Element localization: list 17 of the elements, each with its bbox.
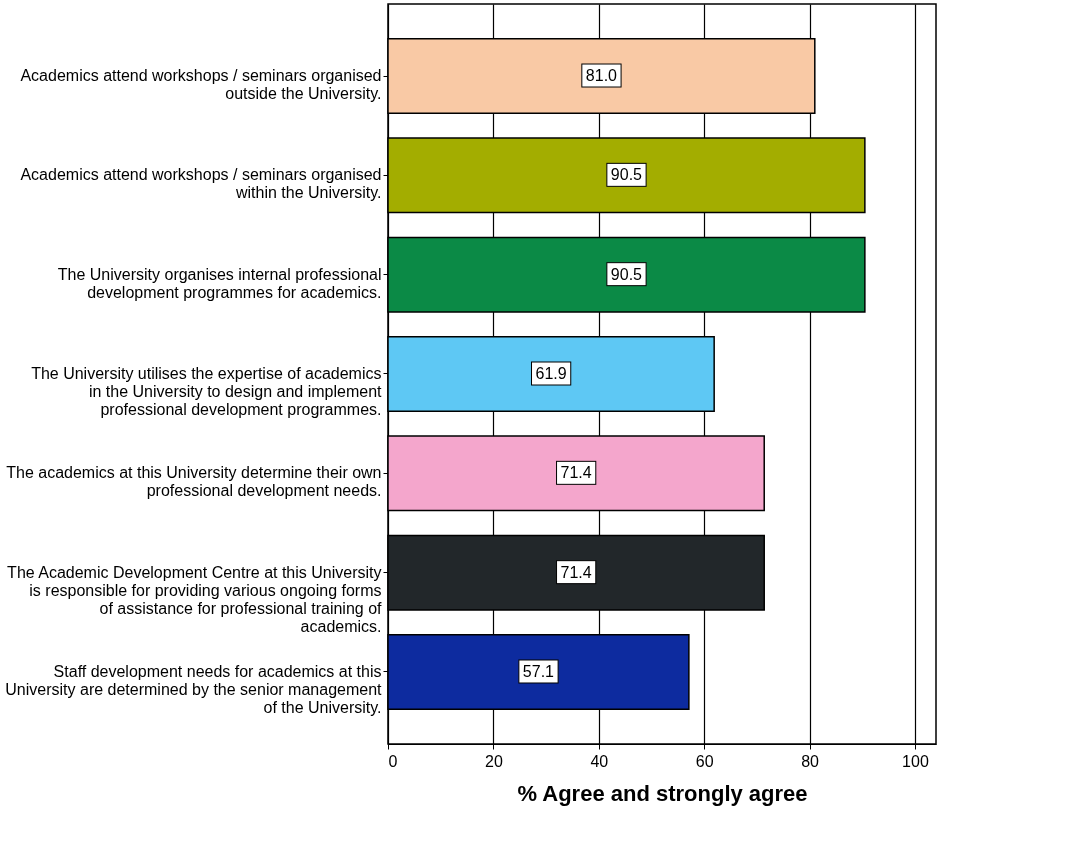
data-label: 71.4 [560, 464, 592, 482]
y-tick-label: Academics attend workshops / seminars organised outside the University. [20, 67, 382, 103]
x-tick-label: 80 [801, 752, 820, 770]
data-label: 61.9 [535, 365, 567, 382]
x-tick-label: 20 [484, 752, 503, 770]
data-label: 71.4 [560, 563, 592, 581]
x-axis-title: % Agree and strongly agree [517, 780, 808, 806]
y-tick-label: The academics at this University determine their own professional development needs. [6, 464, 382, 500]
x-tick-label: 60 [695, 752, 714, 770]
y-tick-label: The University organises internal professional development programmes for academics. [57, 265, 382, 301]
y-tick-label: Academics attend workshops / seminars organised within the University. [20, 166, 382, 202]
y-tick-label: The University utilises the expertise of academics in the University to design and implement professional development programmes. [31, 365, 383, 418]
x-tick-label: 0 [388, 752, 398, 770]
y-tick-label: Staff development needs for academics at this University are determined by the senior management of the University. [5, 662, 383, 716]
x-tick-label: 40 [590, 752, 609, 770]
y-tick-label: The Academic Development Centre at this University is responsible for providing various ongoing forms of assistance for professional training of academics. [7, 563, 383, 635]
x-tick-label: 100 [902, 752, 929, 770]
